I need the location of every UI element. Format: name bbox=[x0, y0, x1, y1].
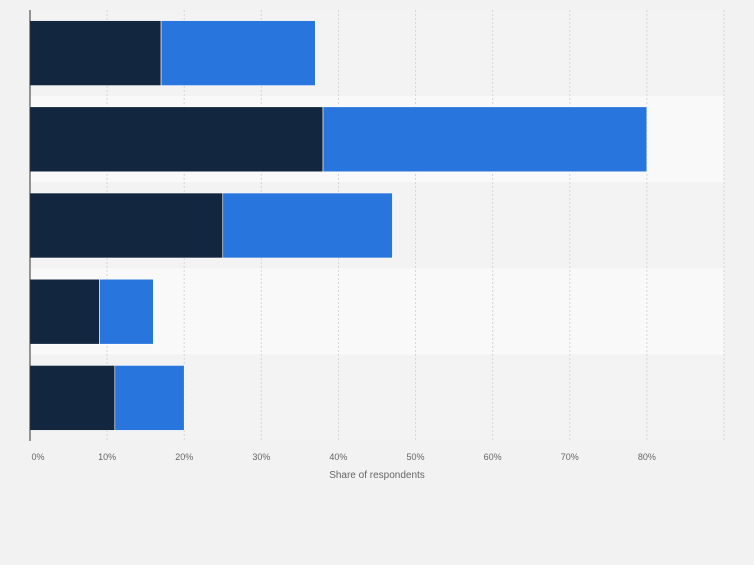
x-tick-label: 80% bbox=[638, 452, 656, 462]
bar-segment-series-1 bbox=[29, 365, 116, 431]
x-tick-label: 20% bbox=[175, 452, 193, 462]
bar-segment-series-2 bbox=[222, 192, 393, 259]
x-tick-label: 70% bbox=[561, 452, 579, 462]
x-tick-label: 10% bbox=[98, 452, 116, 462]
bar-segment-series-1 bbox=[29, 278, 100, 345]
bar-segment-series-1 bbox=[29, 106, 324, 173]
bar-segment-series-2 bbox=[99, 278, 154, 345]
x-tick-label: 30% bbox=[252, 452, 270, 462]
bar-segment-series-2 bbox=[322, 106, 648, 173]
bars bbox=[29, 20, 648, 431]
x-tick-label: 60% bbox=[484, 452, 502, 462]
x-axis-title: Share of respondents bbox=[329, 470, 425, 481]
x-tick-label: 0% bbox=[31, 452, 44, 462]
x-tick-label: 40% bbox=[329, 452, 347, 462]
bar-segment-series-2 bbox=[114, 365, 185, 431]
bar-segment-series-1 bbox=[29, 20, 162, 86]
bar-segment-series-2 bbox=[160, 20, 316, 86]
bar-segment-series-1 bbox=[29, 192, 224, 259]
x-tick-labels: 0% 10% 20% 30% 40% 50% 60% 70% 80% bbox=[31, 452, 655, 462]
x-tick-label: 50% bbox=[407, 452, 425, 462]
